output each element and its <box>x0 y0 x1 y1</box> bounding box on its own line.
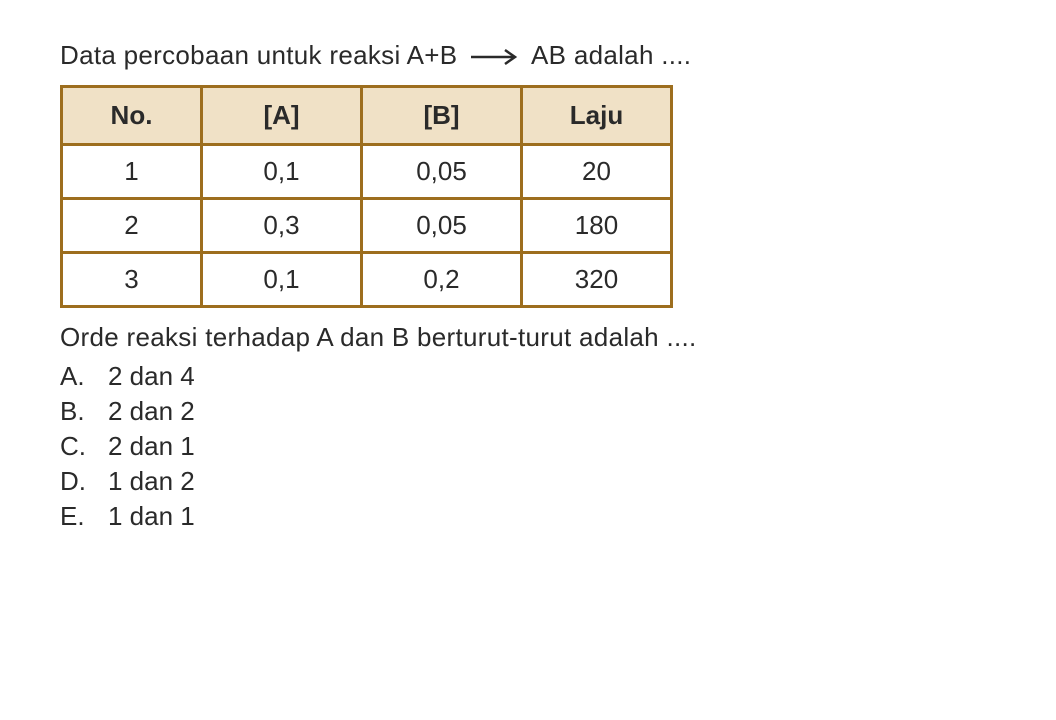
option-e: E. 1 dan 1 <box>60 501 996 532</box>
cell-laju: 180 <box>522 199 672 253</box>
question-text: Data percobaan untuk reaksi A+B AB adala… <box>60 40 996 71</box>
option-letter: E. <box>60 501 108 532</box>
table-row: 3 0,1 0,2 320 <box>62 253 672 307</box>
option-letter: B. <box>60 396 108 427</box>
cell-no: 2 <box>62 199 202 253</box>
cell-no: 3 <box>62 253 202 307</box>
table-row: 2 0,3 0,05 180 <box>62 199 672 253</box>
option-a: A. 2 dan 4 <box>60 361 996 392</box>
option-text: 2 dan 4 <box>108 361 996 392</box>
option-text: 2 dan 1 <box>108 431 996 462</box>
cell-b: 0,05 <box>362 145 522 199</box>
table-header-row: No. [A] [B] Laju <box>62 87 672 145</box>
cell-no: 1 <box>62 145 202 199</box>
option-text: 1 dan 2 <box>108 466 996 497</box>
header-no: No. <box>62 87 202 145</box>
option-text: 2 dan 2 <box>108 396 996 427</box>
cell-laju: 20 <box>522 145 672 199</box>
cell-a: 0,1 <box>202 145 362 199</box>
question-prefix: Data percobaan untuk reaksi A+B <box>60 40 457 70</box>
data-table: No. [A] [B] Laju 1 0,1 0,05 20 2 0,3 0,0… <box>60 85 673 308</box>
table-row: 1 0,1 0,05 20 <box>62 145 672 199</box>
option-text: 1 dan 1 <box>108 501 996 532</box>
cell-laju: 320 <box>522 253 672 307</box>
arrow-icon <box>469 48 521 66</box>
cell-a: 0,3 <box>202 199 362 253</box>
cell-b: 0,2 <box>362 253 522 307</box>
option-d: D. 1 dan 2 <box>60 466 996 497</box>
cell-a: 0,1 <box>202 253 362 307</box>
header-laju: Laju <box>522 87 672 145</box>
option-letter: C. <box>60 431 108 462</box>
header-a: [A] <box>202 87 362 145</box>
option-b: B. 2 dan 2 <box>60 396 996 427</box>
question2-text: Orde reaksi terhadap A dan B berturut-tu… <box>60 322 996 353</box>
question-suffix: AB adalah .... <box>531 40 691 70</box>
options-list: A. 2 dan 4 B. 2 dan 2 C. 2 dan 1 D. 1 da… <box>60 361 996 532</box>
cell-b: 0,05 <box>362 199 522 253</box>
header-b: [B] <box>362 87 522 145</box>
option-letter: D. <box>60 466 108 497</box>
option-c: C. 2 dan 1 <box>60 431 996 462</box>
option-letter: A. <box>60 361 108 392</box>
